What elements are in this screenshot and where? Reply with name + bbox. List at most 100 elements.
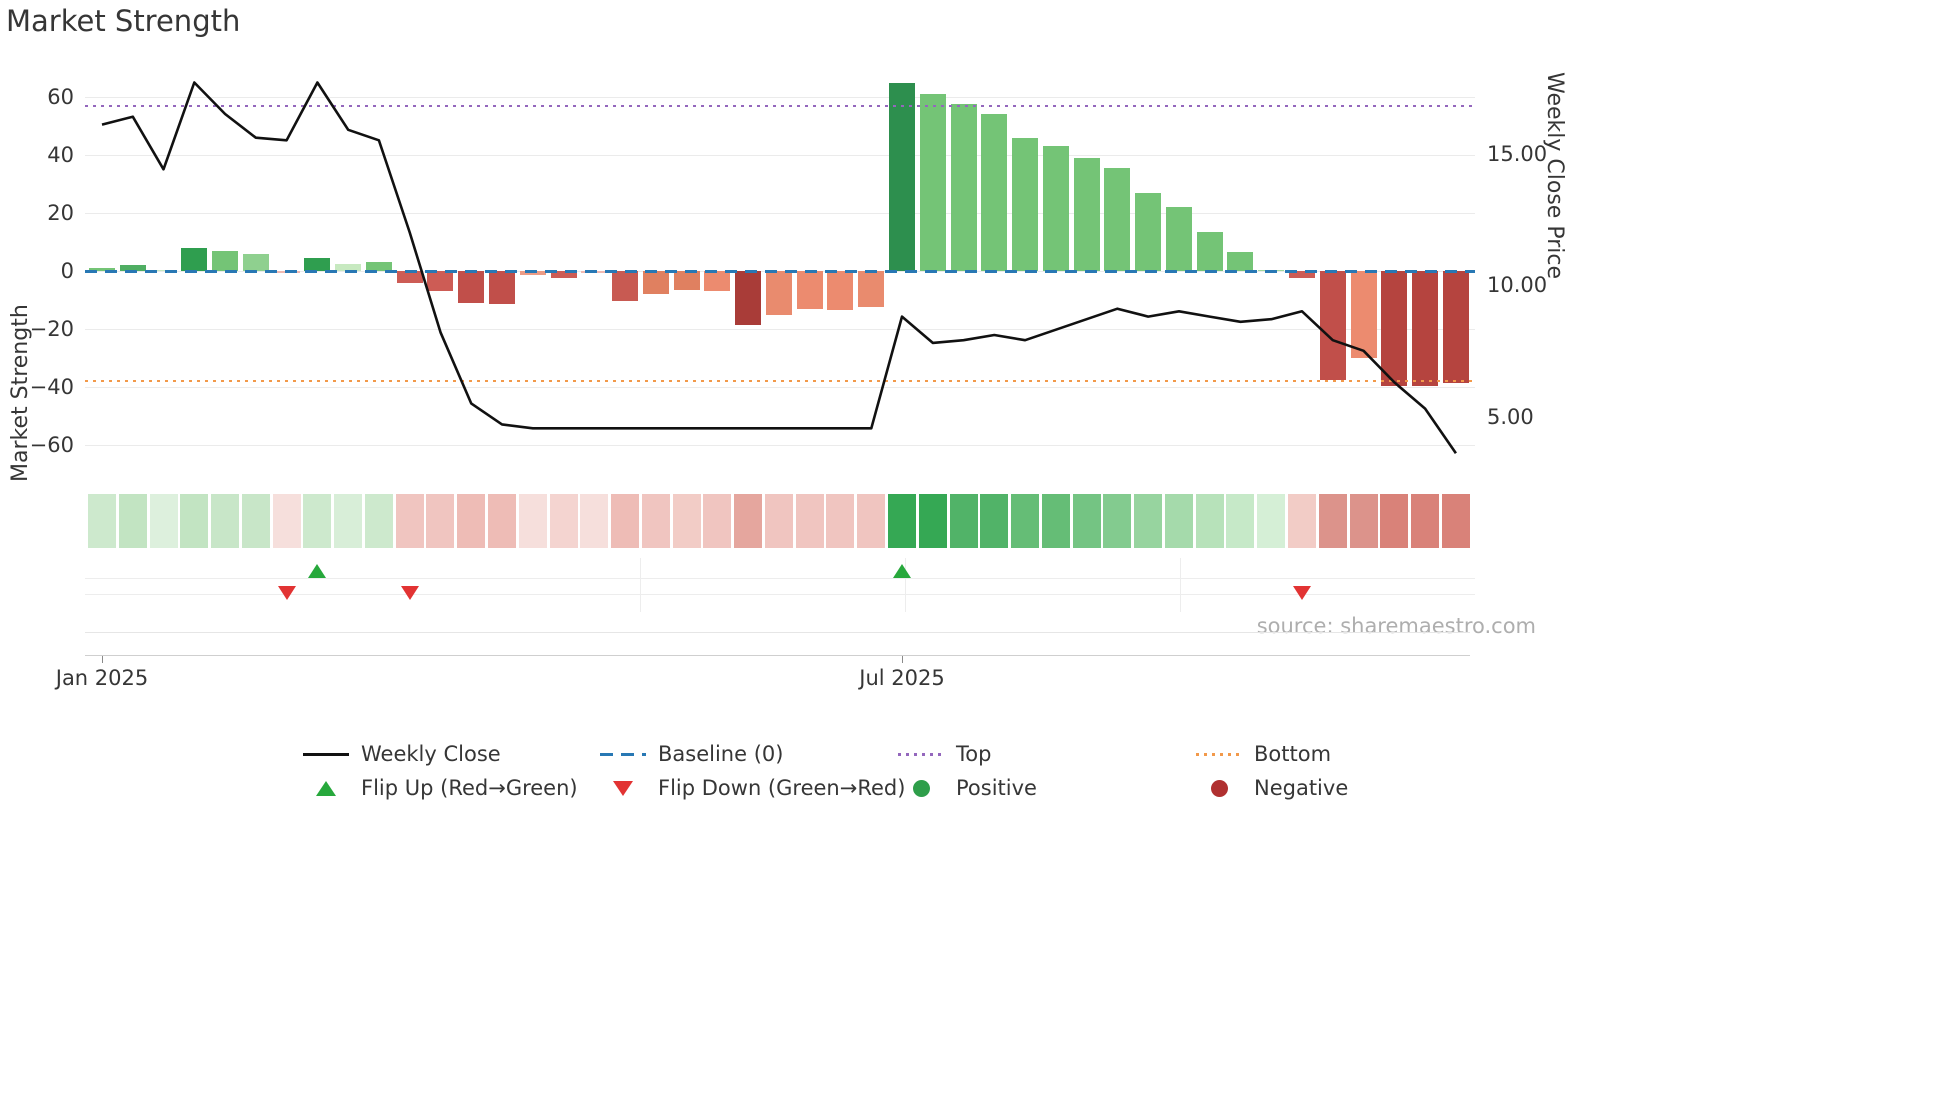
gridline — [85, 445, 1475, 446]
legend-item-dot-top: Top — [898, 737, 1196, 771]
x-axis-line — [85, 655, 1470, 656]
circle-pos-swatch-icon — [898, 775, 944, 801]
flip-marker-panel — [85, 558, 1475, 612]
strength-bar — [1412, 271, 1439, 386]
strength-bar — [1289, 271, 1316, 279]
strength-bar — [919, 94, 946, 271]
strength-bar — [765, 271, 792, 315]
heat-cell — [395, 494, 424, 548]
strength-bar — [335, 263, 362, 271]
main-chart-plot — [85, 72, 1475, 482]
strength-bar — [673, 271, 700, 290]
legend-label: Top — [956, 742, 992, 766]
heat-cell — [457, 494, 486, 548]
strength-bar — [1442, 271, 1469, 383]
heat-cell — [334, 494, 363, 548]
strength-bar — [396, 271, 423, 283]
y-tick-label: −20 — [29, 317, 74, 341]
legend-item-line: Weekly Close — [303, 737, 600, 771]
heat-cell — [1195, 494, 1224, 548]
strength-bar — [950, 104, 977, 271]
heat-cell — [88, 494, 116, 548]
strength-bar — [1073, 157, 1100, 271]
strength-bar — [242, 253, 269, 271]
legend-item-dash: Baseline (0) — [600, 737, 898, 771]
x-tick-mark — [902, 656, 904, 663]
strength-bar — [1012, 137, 1039, 271]
dash-swatch-icon — [600, 741, 646, 767]
heat-cell — [857, 494, 886, 548]
heat-cell — [1411, 494, 1440, 548]
heat-cell — [272, 494, 301, 548]
line-swatch-icon — [303, 741, 349, 767]
strength-bar — [889, 82, 916, 271]
right-axis-label: Weekly Close Price — [1542, 72, 1567, 279]
bottom-line — [85, 380, 1475, 383]
heatmap-strip — [85, 494, 1475, 548]
flip-down-marker-icon — [277, 586, 296, 600]
strength-bar — [519, 271, 546, 276]
heat-cell — [303, 494, 332, 548]
legend-item-circle-neg: Negative — [1196, 771, 1496, 805]
dot-top-swatch-icon — [898, 741, 944, 767]
heat-cell — [641, 494, 670, 548]
heat-cell — [826, 494, 855, 548]
heat-cell — [1380, 494, 1409, 548]
heat-cell — [1164, 494, 1193, 548]
heat-cell — [611, 494, 640, 548]
strength-bar — [1042, 146, 1069, 271]
heat-cell — [580, 494, 609, 548]
x-tick-label: Jul 2025 — [859, 666, 945, 690]
strength-bar — [796, 271, 823, 309]
marker-gridline — [85, 594, 1475, 595]
heat-cell — [949, 494, 978, 548]
strength-bar — [181, 247, 208, 271]
legend-label: Positive — [956, 776, 1037, 800]
marker-gridline — [85, 578, 1475, 579]
strength-bar — [1227, 252, 1254, 271]
top-line — [85, 104, 1475, 107]
y-tick-label: −60 — [29, 433, 74, 457]
gridline — [85, 329, 1475, 330]
circle-neg-swatch-icon — [1196, 775, 1242, 801]
heat-cell — [488, 494, 516, 548]
legend-label: Baseline (0) — [658, 742, 784, 766]
legend-label: Flip Up (Red→Green) — [361, 776, 578, 800]
strength-bar — [489, 271, 515, 305]
heat-cell — [180, 494, 209, 548]
legend-item-circle-pos: Positive — [898, 771, 1196, 805]
marker-gridline — [905, 558, 906, 612]
strength-bar — [1319, 271, 1346, 380]
heat-cell — [1349, 494, 1378, 548]
heat-cell — [1441, 494, 1470, 548]
flip-up-marker-icon — [893, 564, 912, 578]
heat-cell — [1041, 494, 1070, 548]
legend: Weekly Close Baseline (0) Top Bottom Flip Up… — [0, 737, 1960, 805]
strength-bar — [304, 257, 331, 271]
heat-cell — [703, 494, 732, 548]
strength-bar — [458, 271, 485, 303]
x-tick-mark — [102, 656, 103, 663]
legend-label: Negative — [1254, 776, 1349, 800]
flip-down-marker-icon — [400, 586, 419, 600]
legend-item-dot-bottom: Bottom — [1196, 737, 1496, 771]
heat-cell — [1134, 494, 1163, 548]
strength-bar — [642, 271, 669, 295]
strength-bar — [1350, 271, 1377, 358]
strength-bar — [827, 271, 854, 311]
strength-bar — [612, 271, 639, 302]
strength-bar — [858, 271, 885, 308]
heat-cell — [1257, 494, 1286, 548]
heat-cell — [1072, 494, 1101, 548]
marker-gridline — [1180, 558, 1181, 612]
heat-cell — [888, 494, 917, 548]
dot-bottom-swatch-icon — [1196, 741, 1242, 767]
strength-bar — [735, 271, 762, 325]
strength-bar — [1196, 231, 1223, 271]
y-tick-label: 0 — [60, 259, 74, 283]
strength-bar — [1104, 168, 1131, 271]
flip-up-marker-icon — [308, 564, 327, 578]
source-credit: source: sharemaestro.com — [1256, 614, 1536, 638]
y-tick-label: −40 — [29, 375, 74, 399]
